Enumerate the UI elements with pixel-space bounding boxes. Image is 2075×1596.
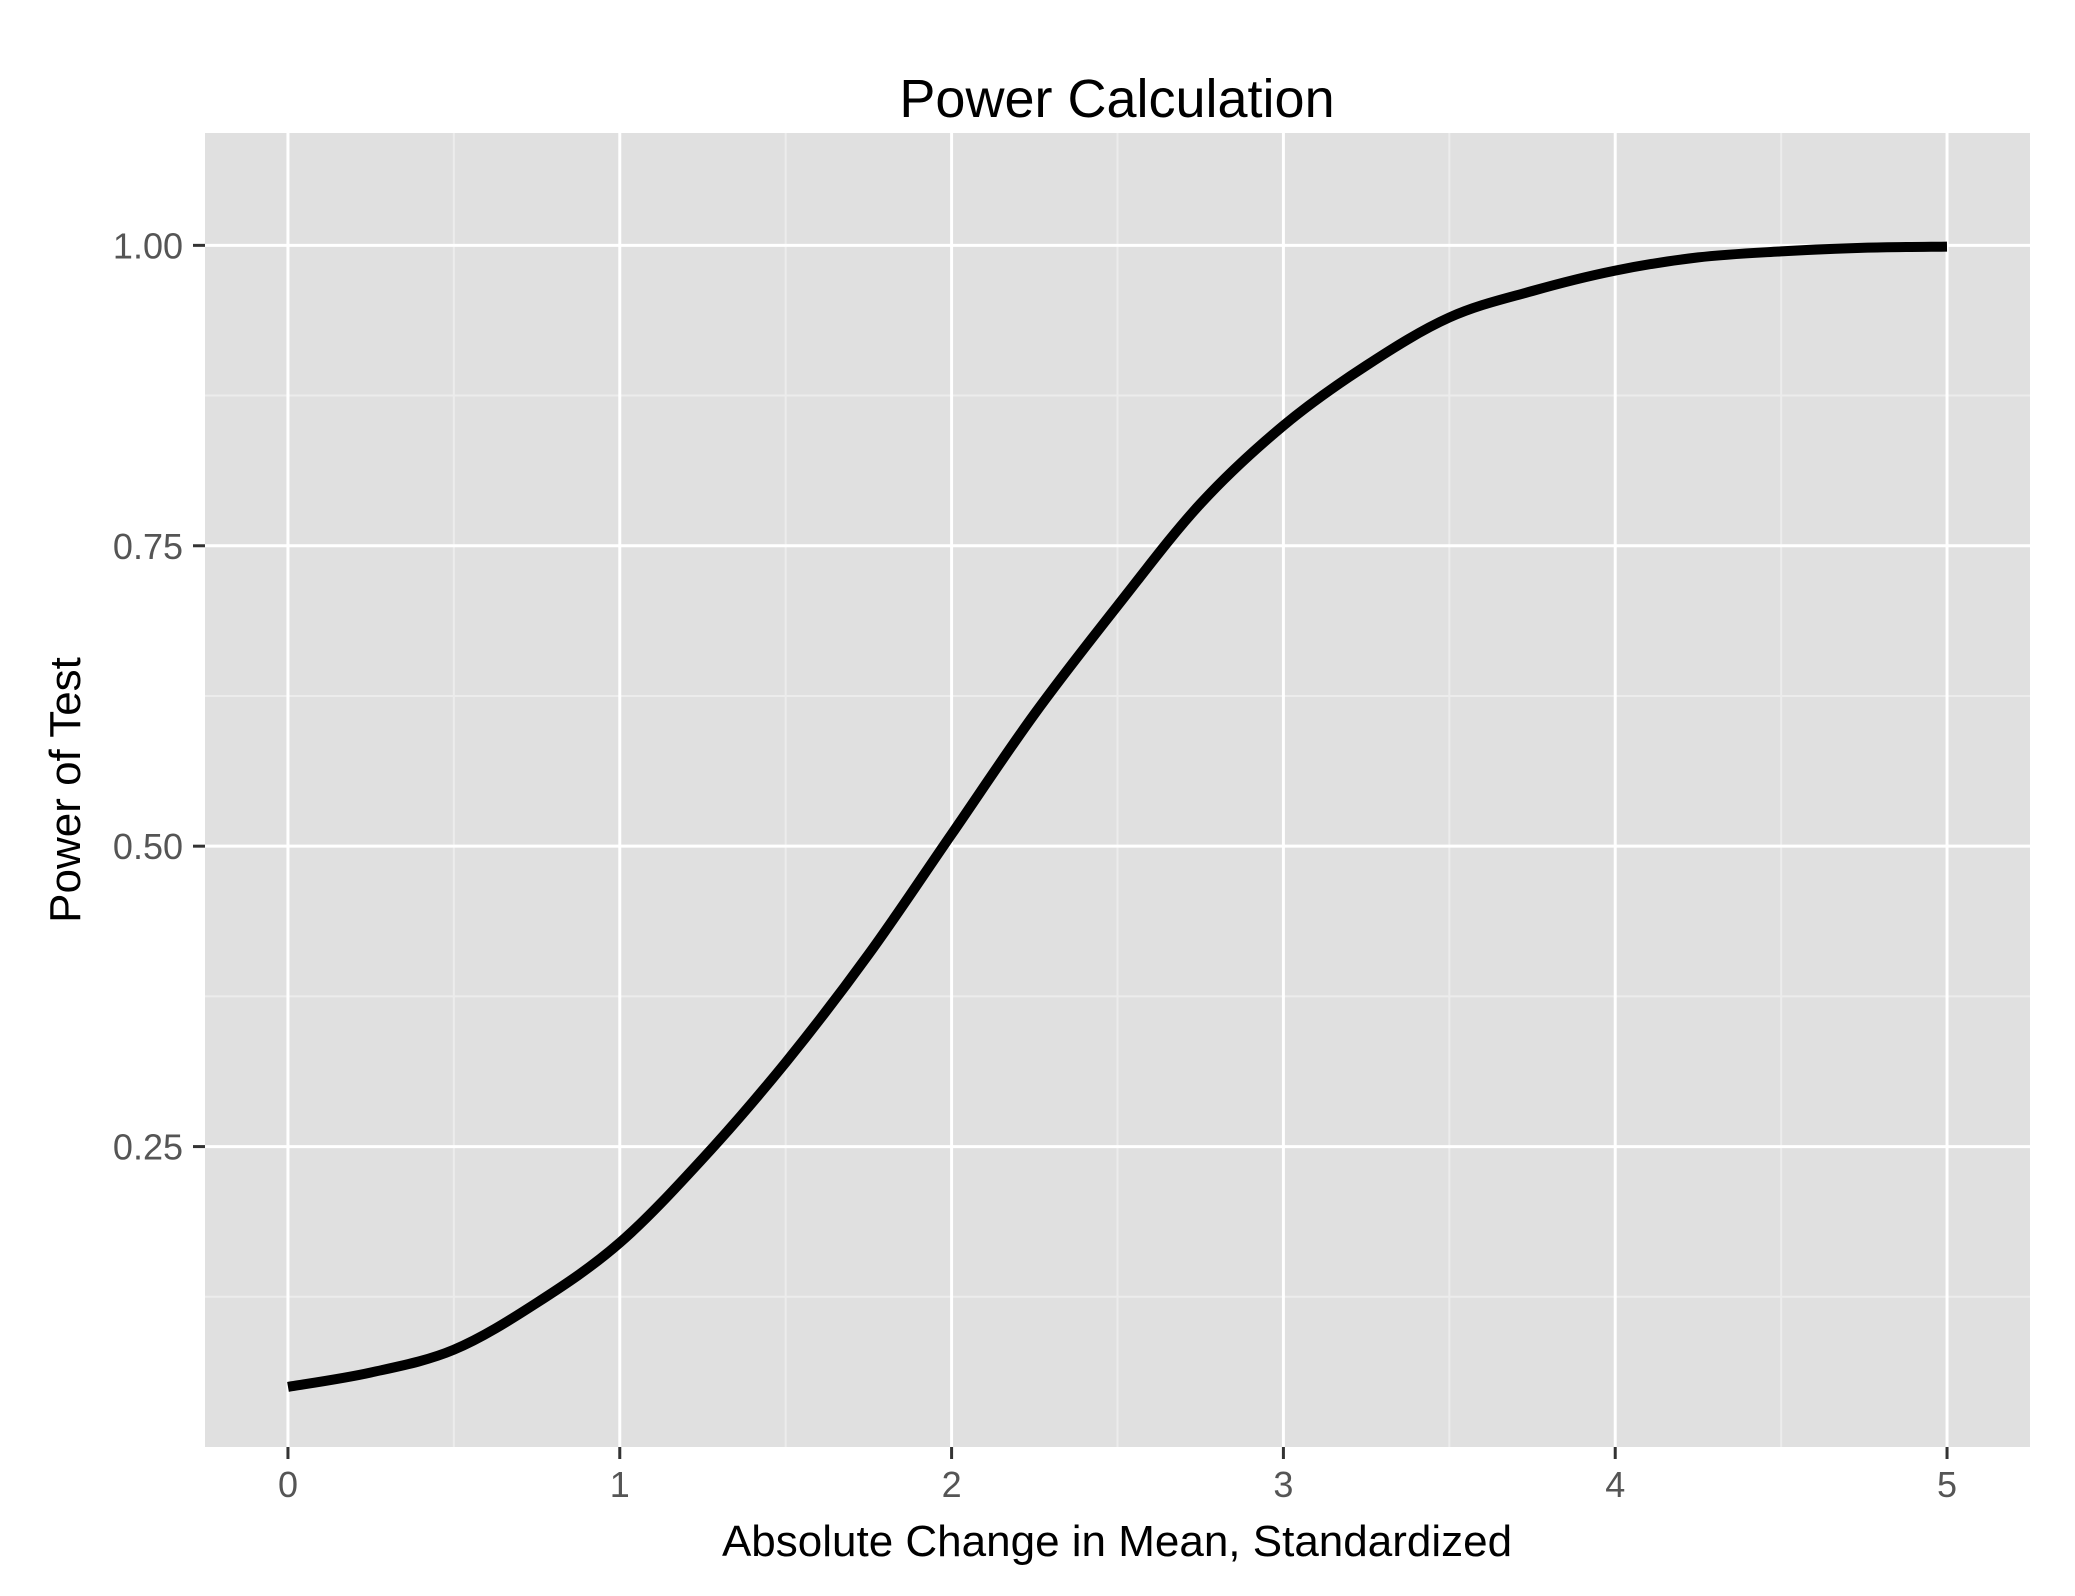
- y-tick-label: 0.50: [113, 826, 183, 867]
- x-tick-label: 0: [278, 1464, 298, 1505]
- x-tick-label: 1: [610, 1464, 630, 1505]
- x-tick-label: 4: [1605, 1464, 1625, 1505]
- y-tick-label: 0.75: [113, 526, 183, 567]
- power-curve-line: [287, 241, 1948, 1392]
- y-tick-label: 1.00: [113, 225, 183, 266]
- minor-gridlines: [205, 133, 2030, 1447]
- x-axis-title: Absolute Change in Mean, Standardized: [722, 1517, 1512, 1566]
- y-axis-title: Power of Test: [41, 657, 90, 923]
- y-tick-label: 0.25: [113, 1127, 183, 1168]
- x-tick-label: 5: [1937, 1464, 1957, 1505]
- chart-title: Power Calculation: [899, 69, 1334, 129]
- axis-ticks: 0 1 2 3 4 5 0.25 0.50 0.75 1.00: [113, 225, 1957, 1505]
- x-tick-label: 2: [942, 1464, 962, 1505]
- x-tick-label: 3: [1273, 1464, 1293, 1505]
- major-gridlines: [205, 133, 2030, 1447]
- series-group: [287, 241, 1948, 1392]
